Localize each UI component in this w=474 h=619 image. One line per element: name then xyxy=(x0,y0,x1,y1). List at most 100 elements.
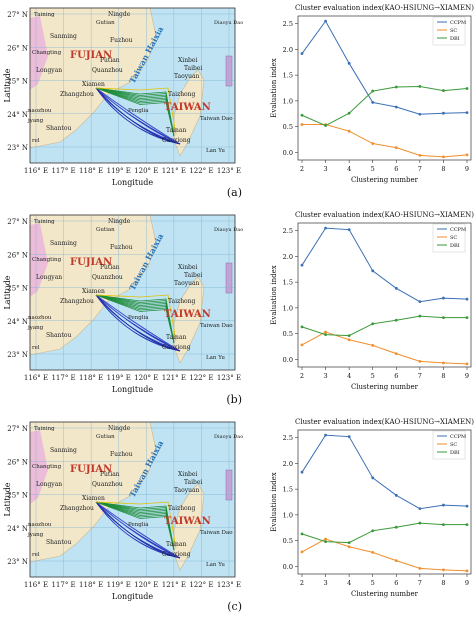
series-line-dbi xyxy=(301,522,467,544)
y-tick-label: 1.5 xyxy=(283,279,293,287)
map-c: 27° N 26° N 25° N 24° N 23° N 116° E 117° E 118… xyxy=(3,421,243,601)
data-point-ccpm xyxy=(442,111,445,115)
lon-tick-label: 120° E xyxy=(134,374,158,382)
map-xlabel: Longitude xyxy=(112,178,153,187)
y-tick-label: 0.5 xyxy=(283,123,293,131)
y-tick-label: 2.0 xyxy=(283,253,293,261)
lon-tick-label: 123° E xyxy=(217,581,241,589)
map-ylabel: Latitude xyxy=(3,275,12,309)
place-label-zhangzhou: Zhangzhou xyxy=(60,298,94,305)
data-point-dbi xyxy=(465,87,469,90)
map-frame xyxy=(29,7,236,164)
data-point-ccpm xyxy=(300,263,304,267)
trajectory-line xyxy=(95,294,181,352)
x-axis-label: Clustering number xyxy=(351,383,419,391)
place-label-lan_yu: Lan Yu xyxy=(206,562,225,568)
mainland-area xyxy=(29,421,157,563)
data-point-sc xyxy=(324,330,327,334)
lon-tick-label: 121° E xyxy=(162,167,186,175)
jiangxi-region xyxy=(30,430,48,504)
lon-tick-label: 117° E xyxy=(51,374,75,382)
place-label-longyan: Longyan xyxy=(36,274,62,281)
data-point-sc xyxy=(394,559,398,563)
data-point-dbi xyxy=(442,89,445,92)
x-tick-label: 7 xyxy=(418,372,422,380)
jiangxi-region xyxy=(30,223,48,297)
place-label-jieyang: jyang xyxy=(27,118,44,124)
place-label-shantou: Shantou xyxy=(46,125,71,132)
trajectory-line xyxy=(95,501,175,551)
x-tick-label: 5 xyxy=(371,372,375,380)
place-label-taiwan: TAIWAN xyxy=(164,516,211,527)
trajectory-line xyxy=(95,501,181,559)
lat-tick-label: 23° N xyxy=(7,144,28,152)
lon-tick-label: 120° E xyxy=(134,581,158,589)
place-label-diaoyu: Diaoyu Dao xyxy=(214,20,243,26)
data-point-sc xyxy=(465,362,469,366)
place-label-zhangzhou: Zhangzhou xyxy=(60,505,94,512)
place-label-taipei: Taibei xyxy=(184,65,202,72)
y-tick-label: 1.5 xyxy=(283,72,293,80)
y-tick-label: 0.5 xyxy=(283,330,293,338)
place-label-gutian: Gutian xyxy=(96,20,115,26)
series-line-ccpm xyxy=(301,434,468,510)
legend-label-ccpm: CCPM xyxy=(450,20,466,26)
data-point-ccpm xyxy=(394,286,398,290)
series-line-ccpm xyxy=(301,20,468,115)
data-point-dbi xyxy=(394,318,398,322)
data-point-ccpm xyxy=(324,433,327,437)
data-point-dbi xyxy=(324,540,327,543)
lon-tick-label: 120° E xyxy=(134,167,158,175)
data-point-sc xyxy=(442,361,445,365)
place-label-xinbei: Xinbei xyxy=(178,471,197,478)
lon-tick-label: 121° E xyxy=(162,581,186,589)
legend-label-dbi: DBI xyxy=(450,36,460,42)
jiangxi-region xyxy=(30,16,48,90)
place-label-ningde: Ningde xyxy=(108,11,131,18)
x-tick-label: 4 xyxy=(347,165,351,173)
data-point-dbi xyxy=(324,124,327,127)
place-label-taining: Taining xyxy=(34,426,55,432)
taiwan-island xyxy=(173,69,205,157)
trajectory-line xyxy=(95,294,175,344)
data-point-sc xyxy=(418,153,422,157)
data-point-sc xyxy=(347,129,351,133)
data-point-sc xyxy=(300,123,304,126)
lat-tick-label: 27° N xyxy=(7,11,28,19)
data-point-sc xyxy=(371,551,375,554)
lon-tick-label: 118° E xyxy=(79,374,103,382)
lat-tick-label: 26° N xyxy=(7,44,28,52)
y-tick-label: 0.0 xyxy=(283,563,293,571)
data-point-sc xyxy=(442,155,445,159)
y-tick-label: 1.0 xyxy=(283,304,293,312)
data-point-ccpm xyxy=(347,435,351,439)
trajectory-line xyxy=(95,501,177,549)
place-label-ningde: Ningde xyxy=(108,425,131,432)
place-label-ningde: Ningde xyxy=(108,218,131,225)
panel-label: (a) xyxy=(226,186,242,199)
data-point-ccpm xyxy=(371,476,375,480)
place-label-sanming: Sanming xyxy=(50,240,77,247)
place-label-taoyuan: Taoyuan xyxy=(174,487,200,494)
place-label-xiamen: Xiamen xyxy=(82,81,105,88)
place-label-shantou: Shantou xyxy=(46,539,71,546)
x-tick-label: 2 xyxy=(300,372,304,380)
data-point-dbi xyxy=(300,325,304,329)
place-label-fuzhou: Fuzhou xyxy=(110,244,133,251)
place-label-sanming: Sanming xyxy=(50,33,77,40)
chart-title: Cluster evaluation index(KAO-HSIUNG→XIAM… xyxy=(295,211,474,219)
map-b: 27° N 26° N 25° N 24° N 23° N 116° E 117° E 118… xyxy=(3,214,243,394)
plot-frame xyxy=(297,429,472,575)
data-point-ccpm xyxy=(394,105,398,109)
legend-label-sc: SC xyxy=(450,28,457,34)
lon-tick-label: 122° E xyxy=(189,374,213,382)
place-label-taiwan: TAIWAN xyxy=(164,309,211,320)
plot-frame xyxy=(297,222,472,368)
place-label-taoyuan: Taoyuan xyxy=(174,280,200,287)
trajectory-line xyxy=(95,501,181,559)
chart-a: Cluster evaluation index(KAO-HSIUNG→XIAM… xyxy=(270,4,474,184)
x-tick-label: 4 xyxy=(347,372,351,380)
y-tick-label: 2.5 xyxy=(283,227,293,235)
place-label-xinbei: Xinbei xyxy=(178,264,197,271)
place-label-xinbei: Xinbei xyxy=(178,57,197,64)
